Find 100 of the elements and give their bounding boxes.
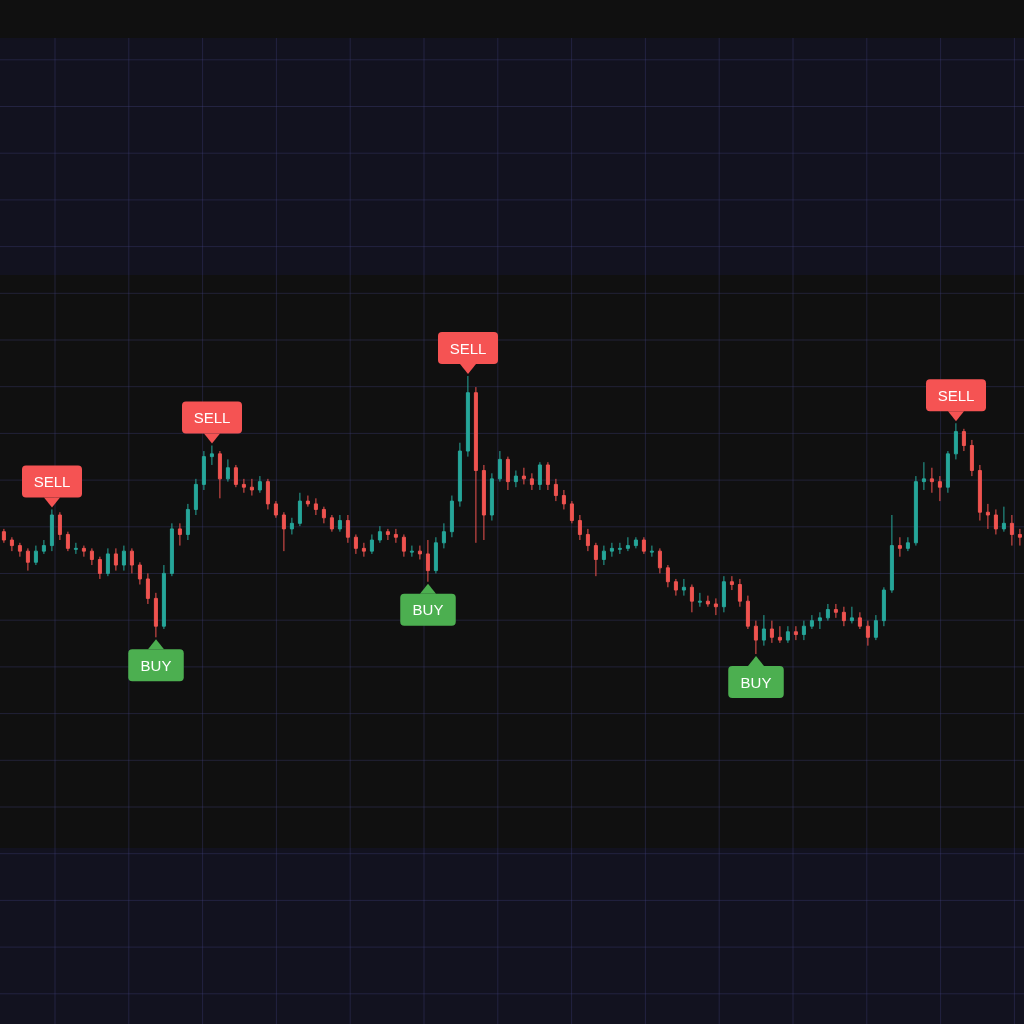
candlestick bbox=[265, 478, 270, 510]
candlestick bbox=[385, 528, 390, 541]
annotation: BUY bbox=[140, 656, 172, 674]
annotation: SELL bbox=[937, 386, 975, 404]
candlestick bbox=[257, 475, 262, 494]
candlestick bbox=[937, 475, 942, 502]
candlestick bbox=[289, 517, 294, 535]
candlestick bbox=[121, 545, 126, 572]
candlestick bbox=[705, 595, 710, 608]
candlestick bbox=[601, 545, 606, 566]
candlestick bbox=[625, 536, 630, 552]
candlestick bbox=[345, 514, 350, 544]
candlestick bbox=[913, 475, 918, 547]
candlestick bbox=[897, 536, 902, 558]
candlestick bbox=[537, 461, 542, 491]
candlestick bbox=[577, 514, 582, 541]
candlestick bbox=[233, 464, 238, 488]
candlestick bbox=[169, 522, 174, 577]
candlestick bbox=[1009, 514, 1014, 547]
annotation: SELL bbox=[193, 409, 231, 426]
candlestick bbox=[969, 439, 974, 477]
candlestick bbox=[649, 545, 654, 558]
candlestick bbox=[505, 456, 510, 491]
candlestick bbox=[153, 592, 158, 638]
candlestick bbox=[1001, 506, 1006, 533]
candlestick bbox=[81, 545, 86, 558]
candlestick bbox=[985, 503, 990, 530]
candlestick bbox=[105, 547, 110, 577]
annotation: BUY bbox=[412, 601, 444, 619]
candlestick bbox=[521, 467, 526, 485]
candlestick bbox=[321, 506, 326, 524]
candlestick bbox=[241, 478, 246, 494]
candlestick bbox=[281, 511, 286, 552]
candlestick bbox=[721, 575, 726, 613]
candlestick bbox=[25, 547, 30, 572]
candlestick bbox=[353, 533, 358, 555]
candlestick bbox=[473, 386, 478, 544]
candlestick bbox=[1, 528, 6, 544]
candlestick bbox=[113, 547, 118, 572]
candlestick bbox=[545, 461, 550, 491]
candlestick bbox=[777, 625, 782, 644]
candlestick bbox=[1017, 528, 1022, 547]
candlestick bbox=[609, 542, 614, 558]
candlestick bbox=[161, 564, 166, 630]
candlestick bbox=[673, 578, 678, 597]
candlestick bbox=[961, 428, 966, 452]
candlestick bbox=[857, 611, 862, 630]
candlestick bbox=[785, 625, 790, 644]
candlestick bbox=[753, 620, 758, 654]
candlestick bbox=[689, 584, 694, 613]
candlestick bbox=[137, 561, 142, 585]
candlestick bbox=[729, 575, 734, 591]
candlestick bbox=[633, 536, 638, 549]
candlestick bbox=[657, 547, 662, 574]
candlestick bbox=[145, 572, 150, 605]
candlestick bbox=[217, 450, 222, 499]
candlestick bbox=[585, 528, 590, 552]
candlestick bbox=[41, 539, 46, 555]
annotation: SELL bbox=[449, 339, 487, 357]
candlestick bbox=[17, 542, 22, 558]
candlestick bbox=[425, 539, 430, 583]
candlestick bbox=[761, 614, 766, 647]
candlestick bbox=[97, 556, 102, 580]
candlestick bbox=[433, 536, 438, 574]
candlestick bbox=[569, 500, 574, 524]
candlestick bbox=[177, 522, 182, 547]
candlestick bbox=[409, 545, 414, 558]
candlestick bbox=[993, 508, 998, 535]
candlestick bbox=[529, 472, 534, 491]
candlestick bbox=[193, 478, 198, 516]
candlestick bbox=[9, 536, 14, 552]
candlestick bbox=[185, 503, 190, 541]
candlestick bbox=[945, 450, 950, 494]
candlestick bbox=[297, 492, 302, 527]
candlestick bbox=[89, 547, 94, 566]
candlestick bbox=[681, 578, 686, 597]
candlestick bbox=[841, 606, 846, 627]
candlestick bbox=[793, 625, 798, 641]
candlestick bbox=[881, 586, 886, 627]
candlestick bbox=[305, 495, 310, 508]
candlestick bbox=[377, 525, 382, 544]
candlestick bbox=[953, 422, 958, 460]
candlestick bbox=[769, 620, 774, 644]
candlestick bbox=[417, 545, 422, 560]
candlestick bbox=[745, 595, 750, 630]
candlestick bbox=[873, 614, 878, 641]
candlestick bbox=[513, 470, 518, 488]
candlestick bbox=[865, 620, 870, 647]
candlestick bbox=[617, 542, 622, 555]
candlestick bbox=[665, 564, 670, 588]
candlestick bbox=[553, 478, 558, 502]
candlestick bbox=[441, 522, 446, 549]
candlestick bbox=[929, 467, 934, 494]
candlestick bbox=[921, 461, 926, 491]
candlestick bbox=[713, 597, 718, 616]
candlestick bbox=[801, 620, 806, 641]
candlestick bbox=[129, 547, 134, 574]
candlestick bbox=[209, 445, 214, 466]
candlestick bbox=[393, 528, 398, 544]
candlestick bbox=[33, 545, 38, 566]
